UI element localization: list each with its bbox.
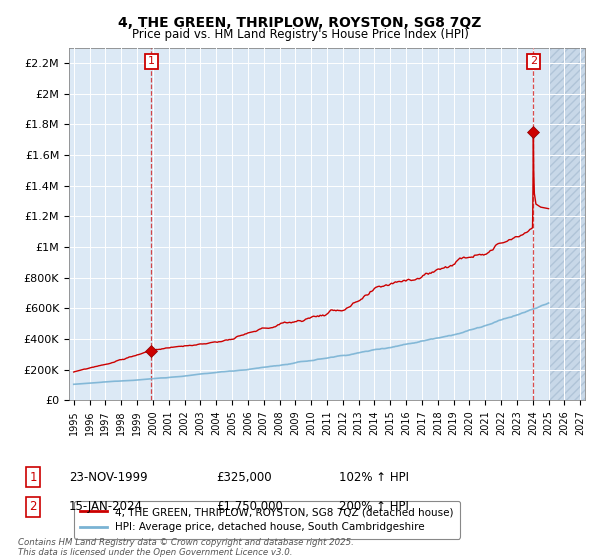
Text: 2: 2	[530, 57, 537, 67]
Text: 23-NOV-1999: 23-NOV-1999	[69, 470, 148, 484]
Bar	[548, 48, 585, 400]
Text: 1: 1	[148, 57, 155, 67]
Text: 200% ↑ HPI: 200% ↑ HPI	[339, 500, 409, 514]
Text: £325,000: £325,000	[216, 470, 272, 484]
Text: 1: 1	[29, 470, 37, 484]
Text: Contains HM Land Registry data © Crown copyright and database right 2025.
This d: Contains HM Land Registry data © Crown c…	[18, 538, 354, 557]
Text: 4, THE GREEN, THRIPLOW, ROYSTON, SG8 7QZ: 4, THE GREEN, THRIPLOW, ROYSTON, SG8 7QZ	[118, 16, 482, 30]
Text: 2: 2	[29, 500, 37, 514]
Text: 102% ↑ HPI: 102% ↑ HPI	[339, 470, 409, 484]
Text: 15-JAN-2024: 15-JAN-2024	[69, 500, 143, 514]
Legend: 4, THE GREEN, THRIPLOW, ROYSTON, SG8 7QZ (detached house), HPI: Average price, d: 4, THE GREEN, THRIPLOW, ROYSTON, SG8 7QZ…	[74, 501, 460, 539]
Text: Price paid vs. HM Land Registry's House Price Index (HPI): Price paid vs. HM Land Registry's House …	[131, 28, 469, 41]
Text: £1,750,000: £1,750,000	[216, 500, 283, 514]
Bar	[548, 48, 585, 400]
